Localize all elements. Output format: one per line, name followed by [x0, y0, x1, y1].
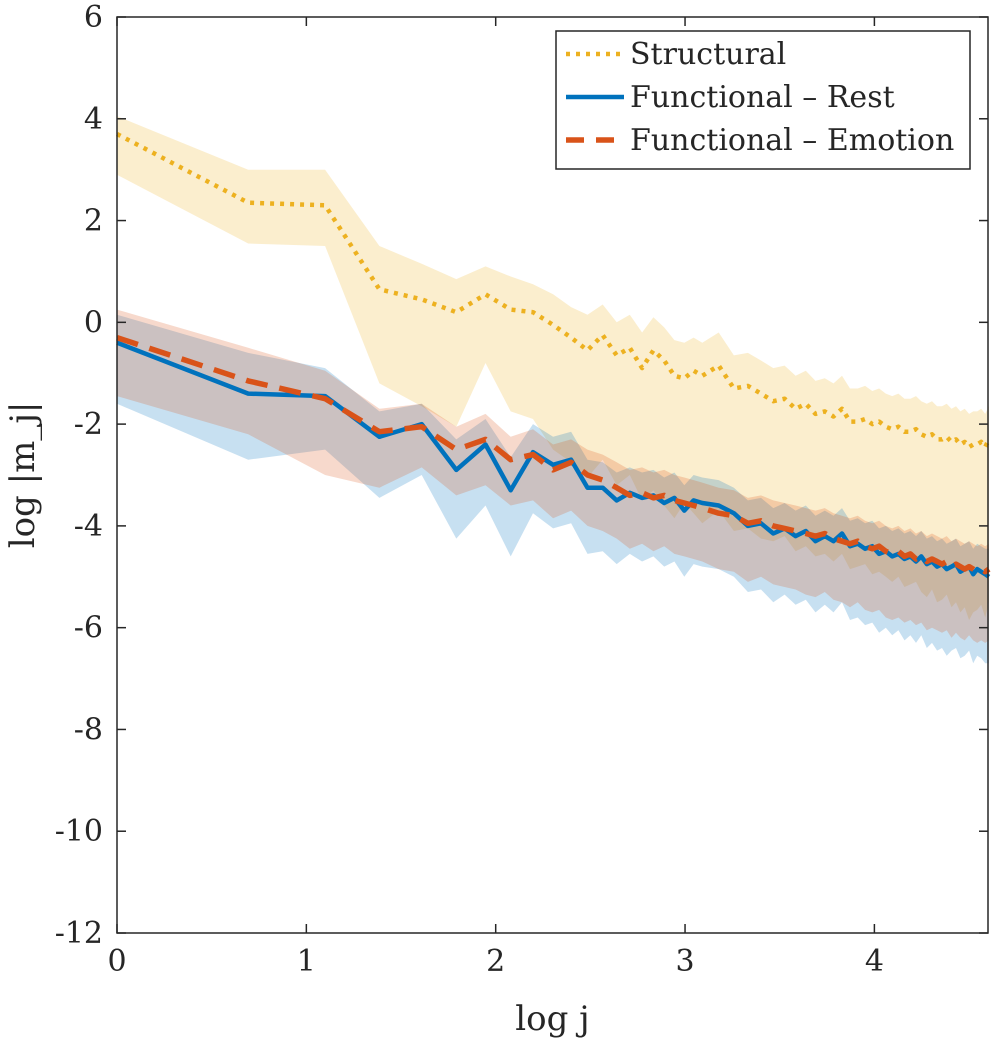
line-functional-emotion — [116, 334, 991, 575]
y-tick-label: 4 — [84, 102, 103, 137]
x-tick-label: 2 — [486, 944, 505, 979]
y-axis-ticks: 6 4 2 0 -2 -4 -6 -8 -10 -12 — [55, 0, 988, 951]
plot-frame — [116, 16, 989, 934]
x-tick-label: 3 — [675, 944, 694, 979]
y-tick-label: -6 — [74, 611, 103, 646]
legend-box — [555, 30, 971, 170]
y-tick-label: -8 — [74, 712, 103, 747]
confidence-bands — [117, 116, 989, 664]
y-tick-label: 2 — [84, 204, 103, 239]
y-tick-label: 6 — [84, 0, 103, 35]
y-axis-label: log |m_j| — [3, 402, 43, 549]
y-tick-label: -4 — [74, 509, 103, 544]
band-functional-emotion — [117, 309, 989, 643]
line-structural — [115, 132, 991, 450]
x-tick-label: 1 — [297, 944, 316, 979]
legend: Structural Functional – Rest Functional – … — [555, 30, 971, 170]
x-axis-ticks: 0 1 2 3 4 — [107, 17, 884, 979]
x-tick-label: 4 — [865, 944, 884, 979]
series-lines — [115, 132, 991, 579]
band-structural — [117, 116, 989, 620]
legend-label: Functional – Rest — [630, 80, 895, 115]
y-tick-label: 0 — [84, 305, 103, 340]
legend-label: Structural — [630, 37, 786, 72]
y-tick-label: -12 — [55, 916, 103, 951]
legend-label: Functional – Emotion — [630, 123, 954, 158]
y-tick-label: -2 — [74, 407, 103, 442]
x-axis-label: log j — [515, 999, 589, 1039]
x-tick-label: 0 — [107, 944, 126, 979]
y-tick-label: -10 — [55, 814, 103, 849]
